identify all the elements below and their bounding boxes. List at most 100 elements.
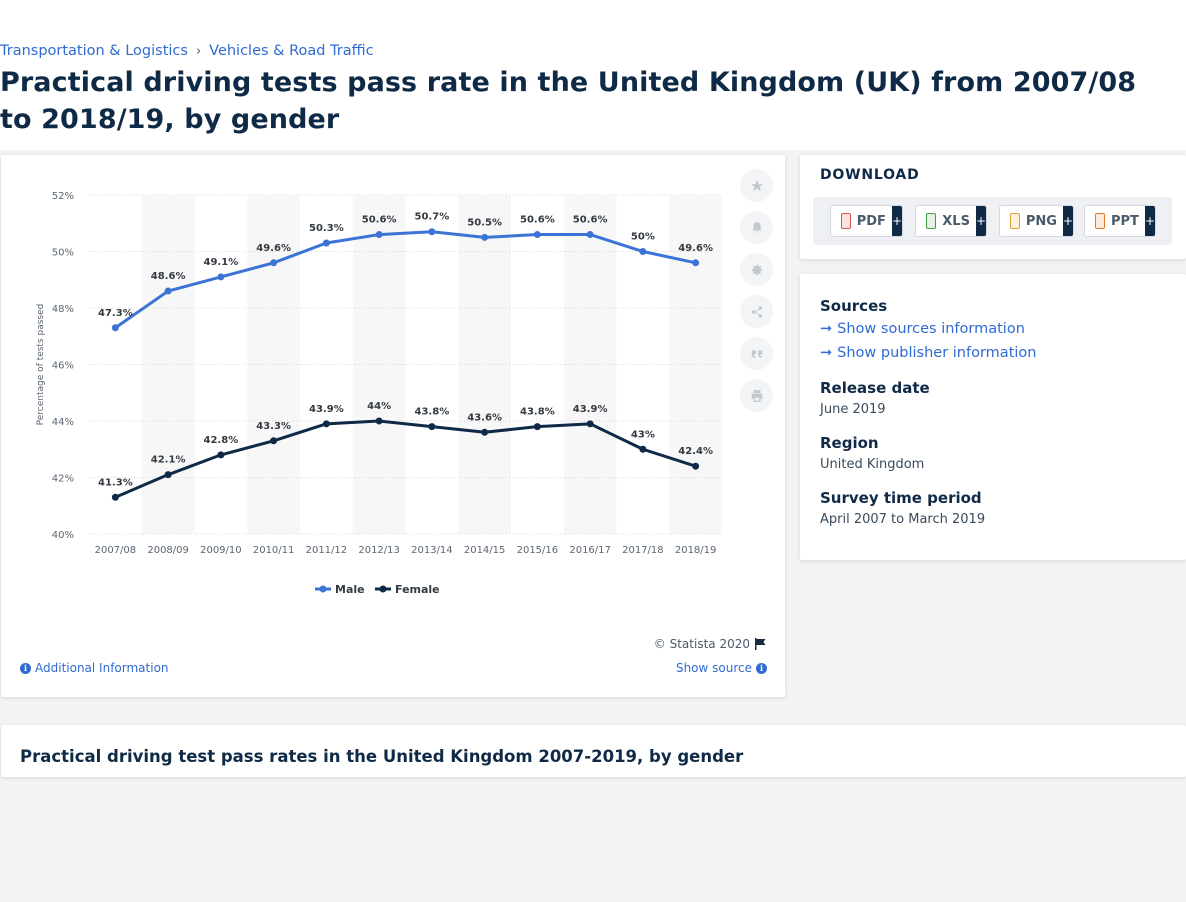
x-tick-label: 2013/14	[411, 545, 453, 556]
data-point	[586, 420, 594, 428]
x-tick-label: 2009/10	[200, 545, 242, 556]
data-label: 50.6%	[573, 215, 608, 226]
info-icon: i	[20, 662, 31, 674]
data-label: 41.3%	[98, 477, 133, 488]
data-label: 47.3%	[98, 308, 133, 319]
data-label: 50.6%	[362, 215, 397, 226]
show-publisher-label: Show publisher information	[837, 345, 1037, 361]
x-tick-label: 2014/15	[464, 545, 506, 556]
copyright-text: © Statista 2020	[653, 637, 750, 651]
chart-card: 40% 42% 44% 46% 48% 50% 52% Percentage of tests…	[1, 155, 785, 697]
data-point	[639, 248, 647, 255]
data-label: 42.8%	[204, 435, 239, 446]
download-card: DOWNLOAD PDF + XLS + PNG + PPT +	[800, 155, 1186, 259]
sources-heading: Sources	[820, 297, 888, 315]
related-statistic-title[interactable]: Practical driving test pass rates in the…	[20, 747, 744, 766]
data-point	[164, 471, 172, 479]
additional-information-link[interactable]: i Additional Information	[20, 661, 169, 675]
share-button[interactable]	[740, 295, 773, 328]
data-point	[322, 239, 330, 247]
notification-button[interactable]	[740, 211, 773, 244]
settings-button[interactable]	[740, 253, 773, 286]
page-title: Practical driving tests pass rate in the…	[0, 67, 1137, 135]
data-label: 49.6%	[256, 243, 291, 254]
download-png-button[interactable]: PNG +	[999, 205, 1074, 237]
show-source-link[interactable]: Show source i	[676, 661, 767, 675]
data-label: 44%	[367, 401, 391, 412]
top-header: Transportation & Logistics › Vehicles & …	[0, 0, 1186, 150]
data-label: 50%	[631, 232, 655, 243]
y-axis-label: Percentage of tests passed	[36, 304, 46, 426]
pdf-file-icon	[841, 213, 851, 229]
download-pdf-button[interactable]: PDF +	[830, 205, 903, 237]
series-line-male	[114, 230, 696, 330]
info-icon: i	[756, 662, 767, 674]
x-tick-label: 2011/12	[306, 545, 348, 556]
pdf-label: PDF	[856, 213, 886, 229]
download-title: DOWNLOAD	[820, 167, 920, 183]
png-label: PNG	[1025, 213, 1057, 229]
breadcrumb-separator: ›	[195, 43, 202, 59]
favorite-button[interactable]	[740, 169, 773, 202]
column-band	[247, 195, 300, 534]
data-label: 43.9%	[573, 404, 608, 415]
region-heading: Region	[820, 434, 879, 452]
data-point	[217, 451, 225, 459]
breadcrumb-item-transportation[interactable]: Transportation & Logistics	[0, 43, 188, 59]
legend-swatch-dot	[379, 585, 387, 593]
download-ppt-button[interactable]: PPT +	[1084, 205, 1156, 237]
breadcrumb: Transportation & Logistics › Vehicles & …	[0, 43, 374, 59]
bell-icon	[751, 221, 762, 233]
y-tick-label: 50%	[52, 248, 74, 259]
related-statistic-card: Practical driving test pass rates in the…	[1, 725, 1186, 777]
data-point	[111, 324, 119, 332]
data-point	[481, 428, 489, 436]
legend-entry-male: Male	[335, 583, 365, 596]
data-point	[375, 231, 383, 239]
show-source-label: Show source	[675, 661, 752, 675]
png-file-icon	[1010, 213, 1020, 229]
pdf-plus[interactable]: +	[891, 206, 902, 236]
breadcrumb-item-vehicles[interactable]: Vehicles & Road Traffic	[209, 43, 374, 59]
data-label: 43.8%	[520, 407, 555, 418]
download-xls-button[interactable]: XLS +	[915, 205, 987, 237]
legend-entry-female: Female	[395, 583, 440, 596]
y-tick-label: 46%	[52, 361, 74, 372]
y-tick-label: 48%	[52, 304, 74, 315]
release-date-value: June 2019	[820, 402, 886, 417]
arrow-right-icon: ➞	[820, 345, 833, 361]
region-value: United Kingdom	[820, 457, 925, 472]
data-label: 50.7%	[415, 212, 450, 223]
line-chart: 40% 42% 44% 46% 48% 50% 52% Percentage of tests…	[36, 191, 722, 596]
print-icon	[751, 389, 762, 402]
flag-icon[interactable]	[754, 638, 767, 650]
x-tick-label: 2007/08	[95, 545, 137, 556]
data-point	[270, 437, 278, 445]
y-tick-label: 52%	[52, 191, 74, 202]
data-point	[428, 228, 436, 236]
data-label: 49.6%	[678, 243, 713, 254]
print-button[interactable]	[740, 379, 773, 412]
xls-file-icon	[926, 213, 937, 229]
series-line-female	[114, 419, 697, 499]
data-point	[217, 273, 225, 281]
show-sources-link[interactable]: ➞ Show sources information	[820, 321, 1025, 337]
cite-button[interactable]	[740, 337, 773, 370]
data-label: 43%	[631, 429, 655, 440]
data-point	[111, 493, 119, 501]
column-band	[352, 195, 406, 534]
show-sources-label: Show sources information	[837, 321, 1025, 337]
png-plus[interactable]: +	[1062, 206, 1073, 236]
data-label: 42.1%	[151, 455, 186, 466]
data-point	[533, 423, 541, 431]
y-tick-label: 40%	[52, 530, 74, 541]
data-point	[270, 259, 278, 267]
ppt-plus[interactable]: +	[1144, 206, 1155, 236]
data-label: 50.3%	[309, 223, 344, 234]
show-publisher-link[interactable]: ➞ Show publisher information	[820, 345, 1036, 361]
data-point	[692, 462, 700, 470]
x-tick-label: 2016/17	[569, 545, 611, 556]
data-point	[533, 231, 541, 239]
arrow-right-icon: ➞	[820, 321, 833, 337]
xls-plus[interactable]: +	[975, 206, 986, 236]
